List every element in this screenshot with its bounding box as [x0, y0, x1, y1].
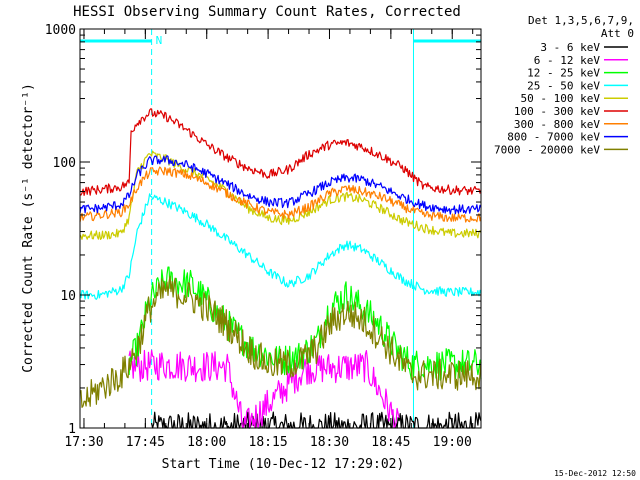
y-axis: 1 10 100 1000 [45, 23, 481, 437]
x-tick-label-3: 18:15 [249, 435, 288, 450]
x-tick-label-0: 17:30 [64, 435, 103, 450]
x-tick-label-2: 18:00 [187, 435, 226, 450]
legend-label-4: 50 - 100 keV [521, 92, 601, 105]
x-tick-label-5: 18:45 [371, 435, 410, 450]
legend-label-2: 12 - 25 keV [527, 67, 600, 80]
series-line-4 [79, 150, 482, 240]
x-axis: 17:30 17:45 18:00 18:15 18:30 18:45 19:00 [64, 29, 474, 450]
legend-header-line1: Det 1,3,5,6,7,9, [528, 14, 634, 27]
series-line-2 [128, 266, 482, 381]
series-line-5 [79, 108, 482, 196]
series-layer [79, 108, 482, 429]
plot-frame [79, 28, 482, 429]
x-tick-label-6: 19:00 [433, 435, 472, 450]
legend-label-5: 100 - 300 keV [514, 105, 600, 118]
series-line-3 [79, 193, 482, 300]
night-interval-markers: N [79, 29, 482, 428]
legend-label-8: 7000 - 20000 keV [494, 143, 600, 156]
chart-title: HESSI Observing Summary Count Rates, Cor… [73, 4, 461, 20]
legend-label-6: 300 - 800 keV [514, 118, 600, 131]
x-tick-label-4: 18:30 [310, 435, 349, 450]
y-axis-label: Corrected Count Rate (s⁻¹ detector⁻¹) [21, 83, 36, 373]
legend-label-0: 3 - 6 keV [540, 41, 600, 54]
legend-label-7: 800 - 7000 keV [507, 131, 600, 144]
legend-label-3: 25 - 50 keV [527, 79, 600, 92]
footer-timestamp: 15-Dec-2012 12:50 [554, 469, 636, 478]
legend-label-1: 6 - 12 keV [534, 54, 601, 67]
x-axis-label: Start Time (10-Dec-12 17:29:02) [162, 457, 405, 472]
y-tick-label-2: 100 [53, 156, 76, 171]
y-tick-label-1: 10 [60, 289, 76, 304]
x-tick-label-1: 17:45 [126, 435, 165, 450]
series-line-8 [79, 275, 482, 408]
y-tick-label-0: 1 [68, 422, 76, 437]
series-line-7 [79, 155, 482, 215]
series-line-1 [128, 349, 400, 429]
night-marker-label: N [156, 34, 163, 47]
y-tick-label-3: 1000 [45, 23, 76, 38]
legend-header-line2: Att 0 [601, 27, 634, 40]
series-line-6 [79, 166, 482, 223]
